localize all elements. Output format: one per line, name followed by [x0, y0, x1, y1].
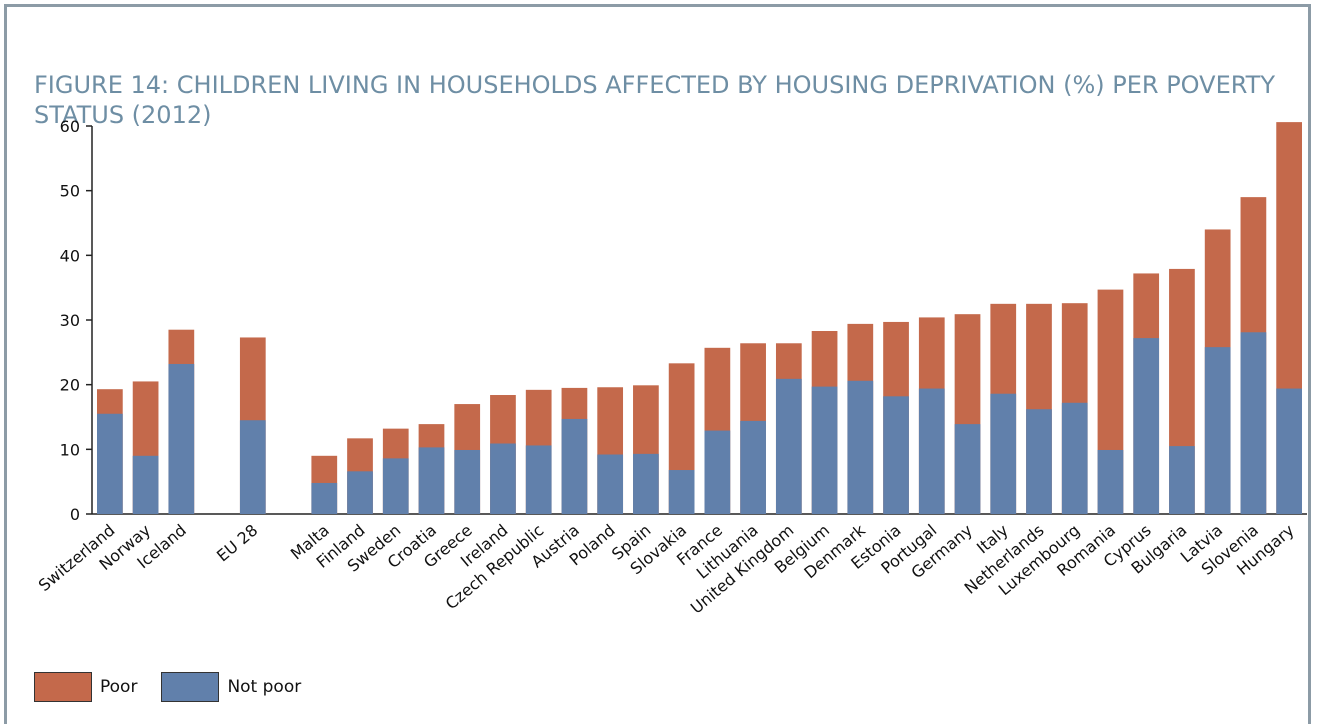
bar: [97, 413, 123, 514]
y-tick-label: 50: [60, 182, 80, 201]
bar: [311, 482, 338, 514]
bar: [1240, 332, 1267, 514]
x-tick-label: EU 28: [213, 521, 261, 566]
bar: [1169, 446, 1195, 514]
bar: [990, 393, 1017, 514]
bar: [347, 471, 373, 514]
y-tick-label: 10: [60, 440, 80, 459]
legend: Poor Not poor: [34, 672, 325, 702]
bar: [918, 388, 945, 514]
bar: [740, 420, 766, 514]
bar: [668, 470, 695, 514]
y-tick-label: 60: [60, 117, 80, 136]
bar: [168, 363, 195, 514]
bar: [1204, 347, 1231, 514]
bar: [1276, 388, 1302, 514]
bar: [525, 445, 552, 514]
bar: [775, 378, 802, 514]
bar: [382, 458, 409, 514]
chart-title: Figure 14: Children living in households…: [34, 71, 1275, 129]
bar: [597, 454, 624, 514]
bar: [1026, 409, 1052, 514]
bar: [811, 386, 838, 514]
bar: [1133, 338, 1160, 514]
legend-label: Not poor: [227, 677, 302, 697]
y-tick-label: 20: [60, 376, 80, 395]
bar: [847, 380, 874, 514]
bar: [633, 453, 659, 514]
bar: [704, 430, 731, 514]
bar: [883, 396, 909, 514]
bar: [561, 418, 588, 514]
legend-entry: Not poor: [161, 672, 301, 702]
bar: [954, 424, 981, 514]
y-tick-label: 30: [60, 311, 80, 330]
y-tick-label: 40: [60, 246, 80, 265]
bar: [239, 420, 266, 514]
bar: [132, 455, 159, 514]
bar: [418, 447, 445, 514]
legend-swatch: [34, 672, 92, 702]
legend-swatch: [161, 672, 220, 702]
frame: [4, 4, 1311, 724]
bar: [454, 449, 481, 514]
y-tick-label: 0: [70, 505, 80, 524]
bar: [490, 443, 516, 514]
bar: [1061, 402, 1088, 514]
legend-entry: Poor: [34, 672, 137, 702]
bar: [1097, 449, 1124, 514]
legend-label: Poor: [100, 677, 138, 697]
